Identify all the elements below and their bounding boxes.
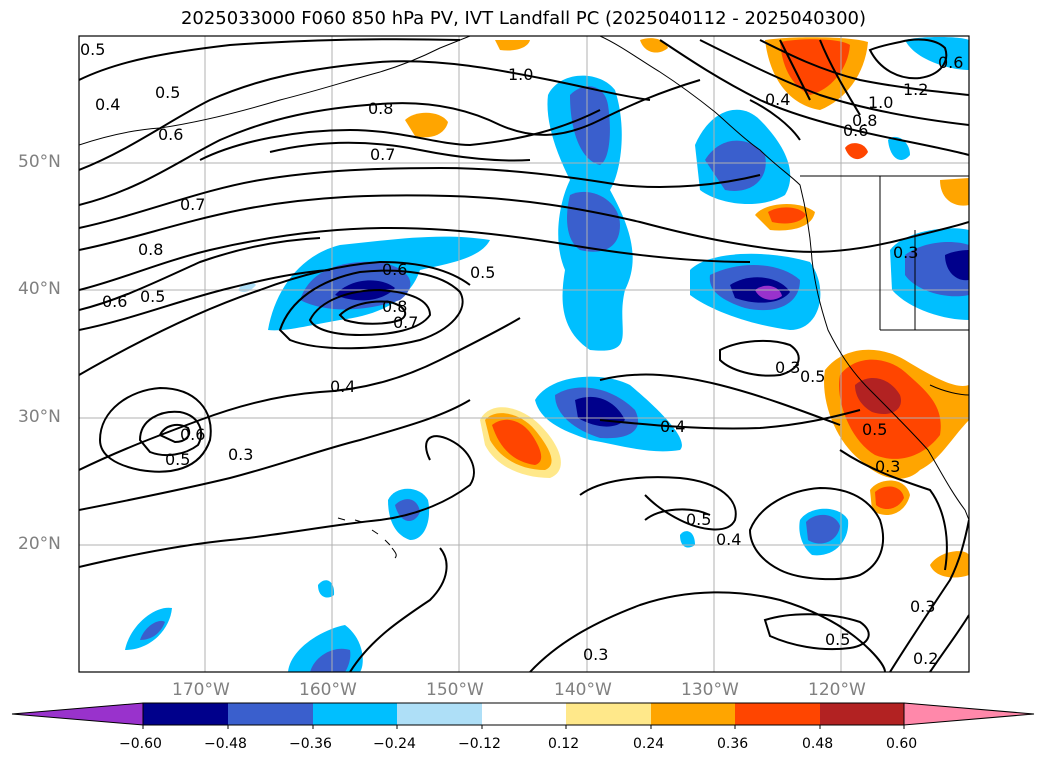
contour-label: 1.0 bbox=[508, 65, 533, 84]
contour-label: 0.4 bbox=[95, 95, 120, 114]
contour-label: 0.6 bbox=[180, 425, 205, 444]
colorbar-frame bbox=[142, 702, 905, 726]
contour-label: 0.5 bbox=[155, 83, 180, 102]
positive-anomaly-region bbox=[492, 419, 542, 465]
negative-anomaly-region bbox=[140, 620, 165, 640]
colorbar bbox=[11, 702, 1035, 729]
colorbar-tick-label: 0.48 bbox=[802, 736, 834, 752]
contour-label: 0.4 bbox=[330, 377, 355, 396]
contour-label: 0.8 bbox=[852, 111, 877, 130]
colorbar-tick-label: −0.48 bbox=[204, 736, 247, 752]
negative-anomaly-region bbox=[905, 37, 969, 70]
colorbar-tick-label: −0.24 bbox=[373, 736, 416, 752]
colorbar-tick-label: 0.36 bbox=[717, 736, 749, 752]
negative-anomaly-region bbox=[888, 136, 910, 160]
positive-anomaly-region bbox=[495, 40, 530, 51]
contour-label: 0.5 bbox=[80, 40, 105, 59]
contour-label: 0.4 bbox=[765, 90, 790, 109]
colorbar-tick-label: 0.24 bbox=[633, 736, 665, 752]
colorbar-bin bbox=[397, 703, 482, 725]
contour-label: 0.6 bbox=[843, 121, 868, 140]
contour-label: 0.7 bbox=[180, 195, 205, 214]
positive-anomaly-region bbox=[768, 207, 806, 224]
map-title: 2025033000 F060 850 hPa PV, IVT Landfall… bbox=[180, 8, 867, 29]
positive-anomaly-region bbox=[405, 112, 448, 138]
plot-area bbox=[79, 36, 969, 672]
negative-anomaly-region bbox=[680, 531, 695, 548]
lat-label: 40°N bbox=[18, 279, 61, 299]
colorbar-bin bbox=[651, 703, 735, 725]
lon-label: 120°W bbox=[808, 680, 866, 700]
colorbar-bin bbox=[143, 703, 228, 725]
colorbar-ticks bbox=[142, 725, 905, 729]
negative-anomaly-region bbox=[310, 648, 351, 672]
contour-label: 0.3 bbox=[775, 358, 800, 377]
negative-anomaly-region bbox=[318, 580, 335, 598]
colorbar-tick-label: −0.36 bbox=[289, 736, 332, 752]
colorbar-tick-label: −0.60 bbox=[119, 736, 162, 752]
lat-label: 20°N bbox=[18, 534, 61, 554]
colorbar-bin bbox=[820, 703, 904, 725]
plot-frame bbox=[78, 35, 970, 673]
contour-label: 1.2 bbox=[903, 80, 928, 99]
contour-label: 0.6 bbox=[382, 260, 407, 279]
contour-label: 0.3 bbox=[893, 243, 918, 262]
colorbar-tick-label: 0.60 bbox=[886, 736, 918, 752]
shading-layer bbox=[125, 37, 969, 672]
colorbar-tick-label: 0.12 bbox=[548, 736, 580, 752]
contour-label: 0.4 bbox=[716, 530, 741, 549]
contour-label: 0.8 bbox=[138, 240, 163, 259]
negative-anomaly-region bbox=[945, 250, 969, 281]
contour-label: 0.5 bbox=[800, 367, 825, 386]
contour-label: 0.5 bbox=[470, 263, 495, 282]
contour-label: 0.5 bbox=[165, 450, 190, 469]
colorbar-bin bbox=[228, 703, 313, 725]
positive-anomaly-region bbox=[780, 39, 850, 95]
contour-label: 0.5 bbox=[862, 420, 887, 439]
colorbar-extend-high bbox=[903, 702, 1035, 726]
pv-contours bbox=[79, 38, 969, 672]
positive-anomaly-region bbox=[940, 178, 969, 206]
contour-label: 0.6 bbox=[158, 125, 183, 144]
lon-label: 150°W bbox=[426, 680, 484, 700]
colorbar-extend-low bbox=[11, 702, 144, 726]
contour-label: 0.7 bbox=[370, 145, 395, 164]
contour-label: 1.0 bbox=[868, 93, 893, 112]
lat-label: 30°N bbox=[18, 407, 61, 427]
contour-label: 0.4 bbox=[660, 417, 685, 436]
lat-label: 50°N bbox=[18, 152, 61, 172]
contour-label: 0.3 bbox=[910, 597, 935, 616]
contour-label: 0.5 bbox=[140, 287, 165, 306]
positive-anomaly-region bbox=[875, 486, 904, 510]
contour-label: 0.5 bbox=[825, 630, 850, 649]
colorbar-tick-label: −0.12 bbox=[458, 736, 501, 752]
contour-label: 0.8 bbox=[382, 297, 407, 316]
colorbar-bin bbox=[566, 703, 651, 725]
contour-label: 0.3 bbox=[875, 457, 900, 476]
contour-label: 0.6 bbox=[102, 292, 127, 311]
negative-anomaly-region bbox=[806, 514, 840, 544]
negative-anomaly-region bbox=[755, 285, 782, 300]
negative-anomaly-region bbox=[705, 140, 766, 191]
contour-label: 0.6 bbox=[938, 53, 963, 72]
contour-label: 0.3 bbox=[583, 645, 608, 664]
colorbar-bin bbox=[735, 703, 820, 725]
contour-label: 0.3 bbox=[228, 445, 253, 464]
coastlines bbox=[79, 36, 969, 559]
contour-label: 0.5 bbox=[686, 510, 711, 529]
negative-anomaly-region bbox=[567, 191, 620, 252]
lon-label: 130°W bbox=[681, 680, 739, 700]
contour-label: 0.2 bbox=[913, 649, 938, 668]
lon-label: 160°W bbox=[299, 680, 357, 700]
lon-label: 170°W bbox=[172, 680, 230, 700]
positive-anomaly-region bbox=[845, 143, 868, 160]
contour-label: 0.7 bbox=[393, 313, 418, 332]
colorbar-bin bbox=[313, 703, 397, 725]
contour-label-layer: 0.5 0.5 0.4 0.6 0.7 0.8 0.6 0.5 1.0 0.8 … bbox=[80, 40, 963, 668]
colorbar-bin bbox=[482, 703, 566, 725]
lon-label: 140°W bbox=[554, 680, 612, 700]
contour-label: 0.8 bbox=[368, 99, 393, 118]
